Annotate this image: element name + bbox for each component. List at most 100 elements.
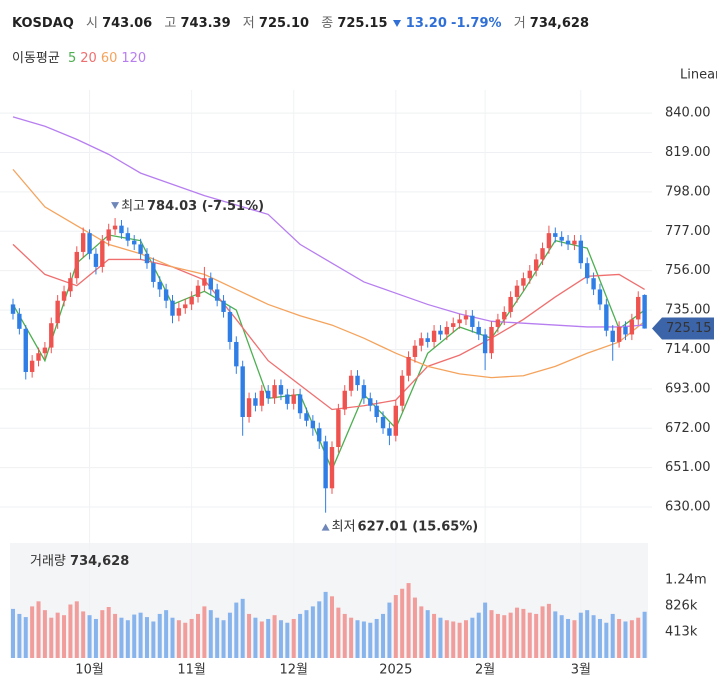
volume-bar [138, 612, 143, 658]
y-tick-label: 714.00 [665, 342, 711, 357]
annotation-arrow [111, 202, 120, 210]
candle-body [374, 405, 379, 417]
candle-body [266, 390, 271, 399]
volume-bar [515, 607, 520, 658]
candle-body [80, 233, 86, 252]
volume-bar [298, 613, 303, 658]
volume-bar [342, 613, 347, 658]
candle-body [202, 278, 207, 286]
volume-bar [93, 618, 98, 658]
volume-bar [400, 588, 405, 658]
candle-body [132, 240, 137, 245]
candle-body [317, 428, 322, 442]
candle-body [368, 398, 373, 406]
volume-bar [240, 598, 245, 658]
candle-body [342, 390, 347, 410]
candle-body [23, 328, 28, 372]
volume-bar [578, 612, 583, 658]
high-value: 743.39 [180, 16, 231, 31]
volume-bar [419, 606, 424, 658]
candle-body [591, 278, 596, 290]
volume-bar [495, 613, 500, 658]
volume-bar [189, 618, 194, 658]
annotation-value: 784.03 (-7.51%) [147, 199, 264, 214]
volume-bar [87, 615, 92, 658]
volume-bar [17, 613, 22, 658]
annotation-label: 최저 [332, 519, 356, 534]
volume-bar [629, 620, 634, 658]
volume-bar [113, 613, 118, 658]
volume-bar [617, 618, 622, 658]
volume-bar [476, 612, 481, 658]
candle-body [482, 334, 488, 354]
volume-bar [438, 617, 443, 658]
candle-body [227, 311, 233, 342]
legend-entry: 120 [121, 51, 147, 66]
y-tick-label: 672.00 [665, 421, 711, 436]
candle-body [163, 289, 169, 301]
volume-bar [432, 613, 437, 658]
candle-body [323, 441, 328, 489]
volume-bar [272, 615, 277, 658]
volume-bar [540, 606, 545, 658]
volume-bar [387, 602, 392, 658]
volume-bar [278, 620, 283, 658]
candle-body [176, 308, 182, 316]
candle-body [170, 300, 175, 316]
volume-bar [349, 617, 354, 658]
candle-body [521, 278, 526, 286]
y-tick-label: 693.00 [665, 381, 711, 396]
x-tick-label: 11월 [177, 663, 206, 678]
volume-bar [259, 621, 264, 658]
y-tick-label: 840.00 [665, 106, 711, 121]
candle-body [93, 253, 99, 267]
volume-bar [566, 618, 571, 658]
candle-body [189, 296, 194, 305]
close-value: 725.15 [337, 16, 388, 31]
low-value: 725.10 [258, 16, 310, 31]
volume-bar [317, 601, 322, 658]
volume-bar [489, 610, 494, 658]
volume-bar [132, 614, 137, 658]
y-tick-label: 630.00 [665, 500, 711, 515]
volume-bar [457, 622, 462, 658]
volume-bar [291, 618, 296, 658]
ma-title: 이동평균 [12, 51, 60, 66]
low-label: 저 [242, 16, 255, 31]
volume-bar [170, 617, 175, 658]
candle-body [119, 225, 124, 234]
legend-entry: 60 [100, 51, 118, 66]
volume-bar [323, 591, 328, 658]
volume-bar [11, 608, 15, 658]
candle-body [399, 375, 405, 406]
change-pct: -1.79% [451, 16, 502, 31]
candle-body [259, 390, 265, 406]
volume-bar [572, 620, 577, 658]
candle-body [470, 315, 475, 327]
candle-body [272, 385, 277, 399]
volume-label: 거 [513, 16, 526, 31]
candle-body [36, 353, 41, 361]
ma-line [12, 243, 645, 411]
candle-body [585, 263, 590, 279]
volume-bar [266, 618, 271, 658]
candle-body [616, 326, 622, 342]
candle-body [502, 311, 507, 320]
volume-bar [30, 606, 35, 658]
volume-bar [642, 611, 647, 658]
y-tick-label: 819.00 [665, 145, 711, 160]
volume-bar [559, 615, 564, 658]
volume-bar [508, 612, 513, 658]
candle-body [489, 326, 494, 354]
volume-bar [183, 622, 188, 658]
x-tick-label: 2월 [475, 663, 495, 678]
candle-body [629, 319, 635, 335]
volume-bar [144, 617, 149, 658]
volume-bar [406, 583, 411, 658]
legend-entry: 20 [80, 51, 97, 66]
volume-bar [234, 602, 239, 658]
candle-body [208, 278, 213, 290]
candle-body [253, 398, 258, 406]
candle-body [106, 229, 111, 241]
candle-body [195, 285, 201, 297]
